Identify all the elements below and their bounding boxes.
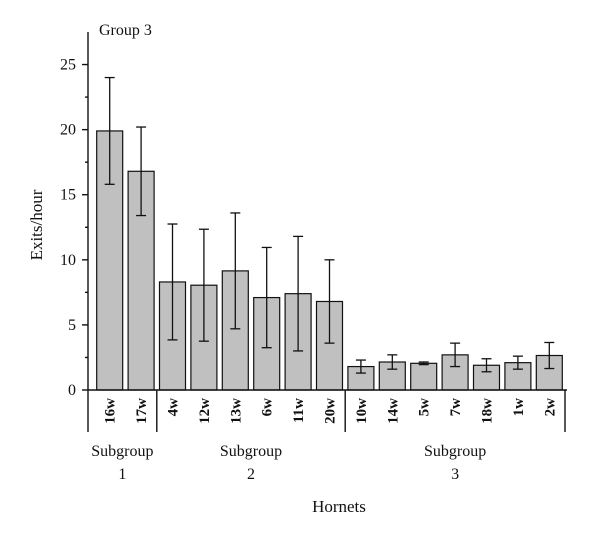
subgroup-number: 2 [247,466,255,483]
x-tick-label-20w: 20w [323,398,339,424]
x-tick-label-14w: 14w [385,398,401,424]
x-axis-title: Hornets [312,497,366,516]
subgroup-number: 1 [118,466,126,483]
x-tick-label-18w: 18w [480,398,496,424]
y-tick-label: 25 [60,57,76,74]
y-tick-label: 15 [60,187,76,204]
x-tick-label-13w: 13w [228,398,244,424]
x-tick-label-12w: 12w [197,398,213,424]
x-tick-label-10w: 10w [354,398,370,424]
y-tick-label: 0 [68,382,76,399]
y-tick-label: 10 [60,252,76,269]
x-tick-label-2w: 2w [542,398,558,417]
y-tick-label: 20 [60,122,76,139]
x-tick-label-16w: 16w [103,398,119,424]
x-tick-label-7w: 7w [448,398,464,417]
y-axis-title: Exits/hour [27,189,46,260]
x-tick-label-11w: 11w [291,398,307,423]
x-tick-label-17w: 17w [134,398,150,424]
subgroup-number: 3 [451,466,459,483]
x-tick-label-5w: 5w [417,398,433,417]
subgroup-label: Subgroup [220,443,282,460]
subgroup-label: Subgroup [91,443,153,460]
subgroup-label: Subgroup [424,443,486,460]
x-tick-label-1w: 1w [511,398,527,417]
bar-5w [410,362,438,391]
y-tick-label: 5 [68,317,76,334]
x-tick-label-6w: 6w [260,398,276,417]
x-tick-label-4w: 4w [166,398,182,417]
chart-title: Group 3 [99,22,152,39]
